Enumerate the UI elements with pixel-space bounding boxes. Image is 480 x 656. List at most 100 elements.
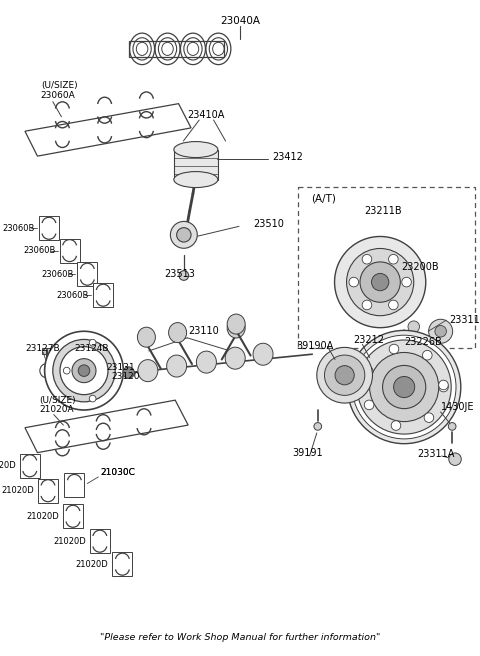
Circle shape [63,367,70,374]
Bar [60,239,80,262]
Circle shape [335,365,354,385]
Text: 21030C: 21030C [101,468,136,477]
Text: 23513: 23513 [165,269,195,279]
Ellipse shape [227,318,245,338]
Polygon shape [25,104,191,156]
Ellipse shape [227,314,245,334]
Circle shape [349,277,359,287]
Circle shape [45,331,123,410]
Circle shape [89,339,96,346]
Text: 21020D: 21020D [1,486,34,495]
Circle shape [364,400,374,410]
Text: 23212: 23212 [353,335,384,345]
Text: 23226B: 23226B [404,337,442,348]
Text: 21020D: 21020D [0,461,16,470]
Polygon shape [25,400,188,453]
Ellipse shape [168,323,187,342]
Circle shape [424,413,434,422]
Bar [298,187,475,348]
Circle shape [383,365,426,409]
Text: 1430JE: 1430JE [441,401,474,412]
Circle shape [360,262,400,302]
Circle shape [78,365,90,377]
Circle shape [408,321,420,333]
Bar [42,348,52,354]
Ellipse shape [225,347,245,369]
Text: (U/SIZE): (U/SIZE) [39,396,76,405]
Circle shape [352,335,456,439]
Circle shape [422,350,432,360]
Text: 23060B: 23060B [57,291,89,300]
Circle shape [72,359,96,382]
Circle shape [362,300,372,310]
Text: 23060A: 23060A [41,91,75,100]
Circle shape [179,271,189,280]
Circle shape [389,344,399,354]
Circle shape [439,382,448,392]
Circle shape [370,352,439,422]
Circle shape [449,453,461,466]
Text: 21030C: 21030C [101,468,136,477]
Bar [90,529,110,553]
Bar [174,150,218,180]
Circle shape [347,249,414,316]
Circle shape [402,277,411,287]
Text: 23060B: 23060B [41,270,73,279]
Circle shape [89,395,96,402]
Circle shape [363,366,373,376]
Bar [63,504,83,528]
Ellipse shape [174,142,218,157]
Circle shape [357,340,451,434]
Text: 23211B: 23211B [364,206,401,216]
Circle shape [335,236,426,328]
Text: 39191: 39191 [292,447,323,458]
Text: 21020D: 21020D [26,512,59,521]
Circle shape [372,274,389,291]
Text: (U/SIZE): (U/SIZE) [41,81,77,90]
Circle shape [435,325,446,337]
Text: (A/T): (A/T) [311,193,336,203]
Circle shape [429,319,453,343]
Bar [38,479,58,502]
Text: 23124B: 23124B [74,344,109,354]
Text: 23311B: 23311B [449,315,480,325]
Ellipse shape [138,359,158,382]
Text: 23200B: 23200B [401,262,438,272]
Text: "Please refer to Work Shop Manual for further information": "Please refer to Work Shop Manual for fu… [100,633,380,642]
Ellipse shape [167,355,187,377]
Circle shape [388,300,398,310]
Bar [20,454,40,478]
Ellipse shape [253,343,273,365]
Circle shape [170,222,197,248]
Circle shape [314,422,322,430]
Text: 23120: 23120 [111,372,140,381]
Circle shape [53,339,115,402]
Text: 21020A: 21020A [39,405,74,415]
Circle shape [448,422,456,430]
Circle shape [362,255,372,264]
Bar [129,41,224,57]
Bar [112,552,132,576]
Circle shape [388,255,398,264]
Circle shape [439,380,448,390]
Circle shape [317,348,372,403]
Bar [39,216,59,240]
Circle shape [324,355,365,396]
Text: 23510: 23510 [253,219,284,230]
Text: 23060B: 23060B [23,246,56,255]
Text: 23040A: 23040A [220,16,260,26]
Circle shape [60,346,108,395]
Ellipse shape [137,327,156,347]
Text: 23131: 23131 [107,363,135,372]
Text: 23127B: 23127B [25,344,60,354]
Text: 21020D: 21020D [53,537,86,546]
Circle shape [391,420,401,430]
Bar [93,283,113,307]
Bar [64,474,84,497]
Text: 23412: 23412 [273,152,303,163]
Circle shape [177,228,191,242]
Circle shape [394,377,415,398]
Text: 39190A: 39190A [297,341,334,352]
Text: 23060B: 23060B [2,224,35,233]
Ellipse shape [174,172,218,188]
